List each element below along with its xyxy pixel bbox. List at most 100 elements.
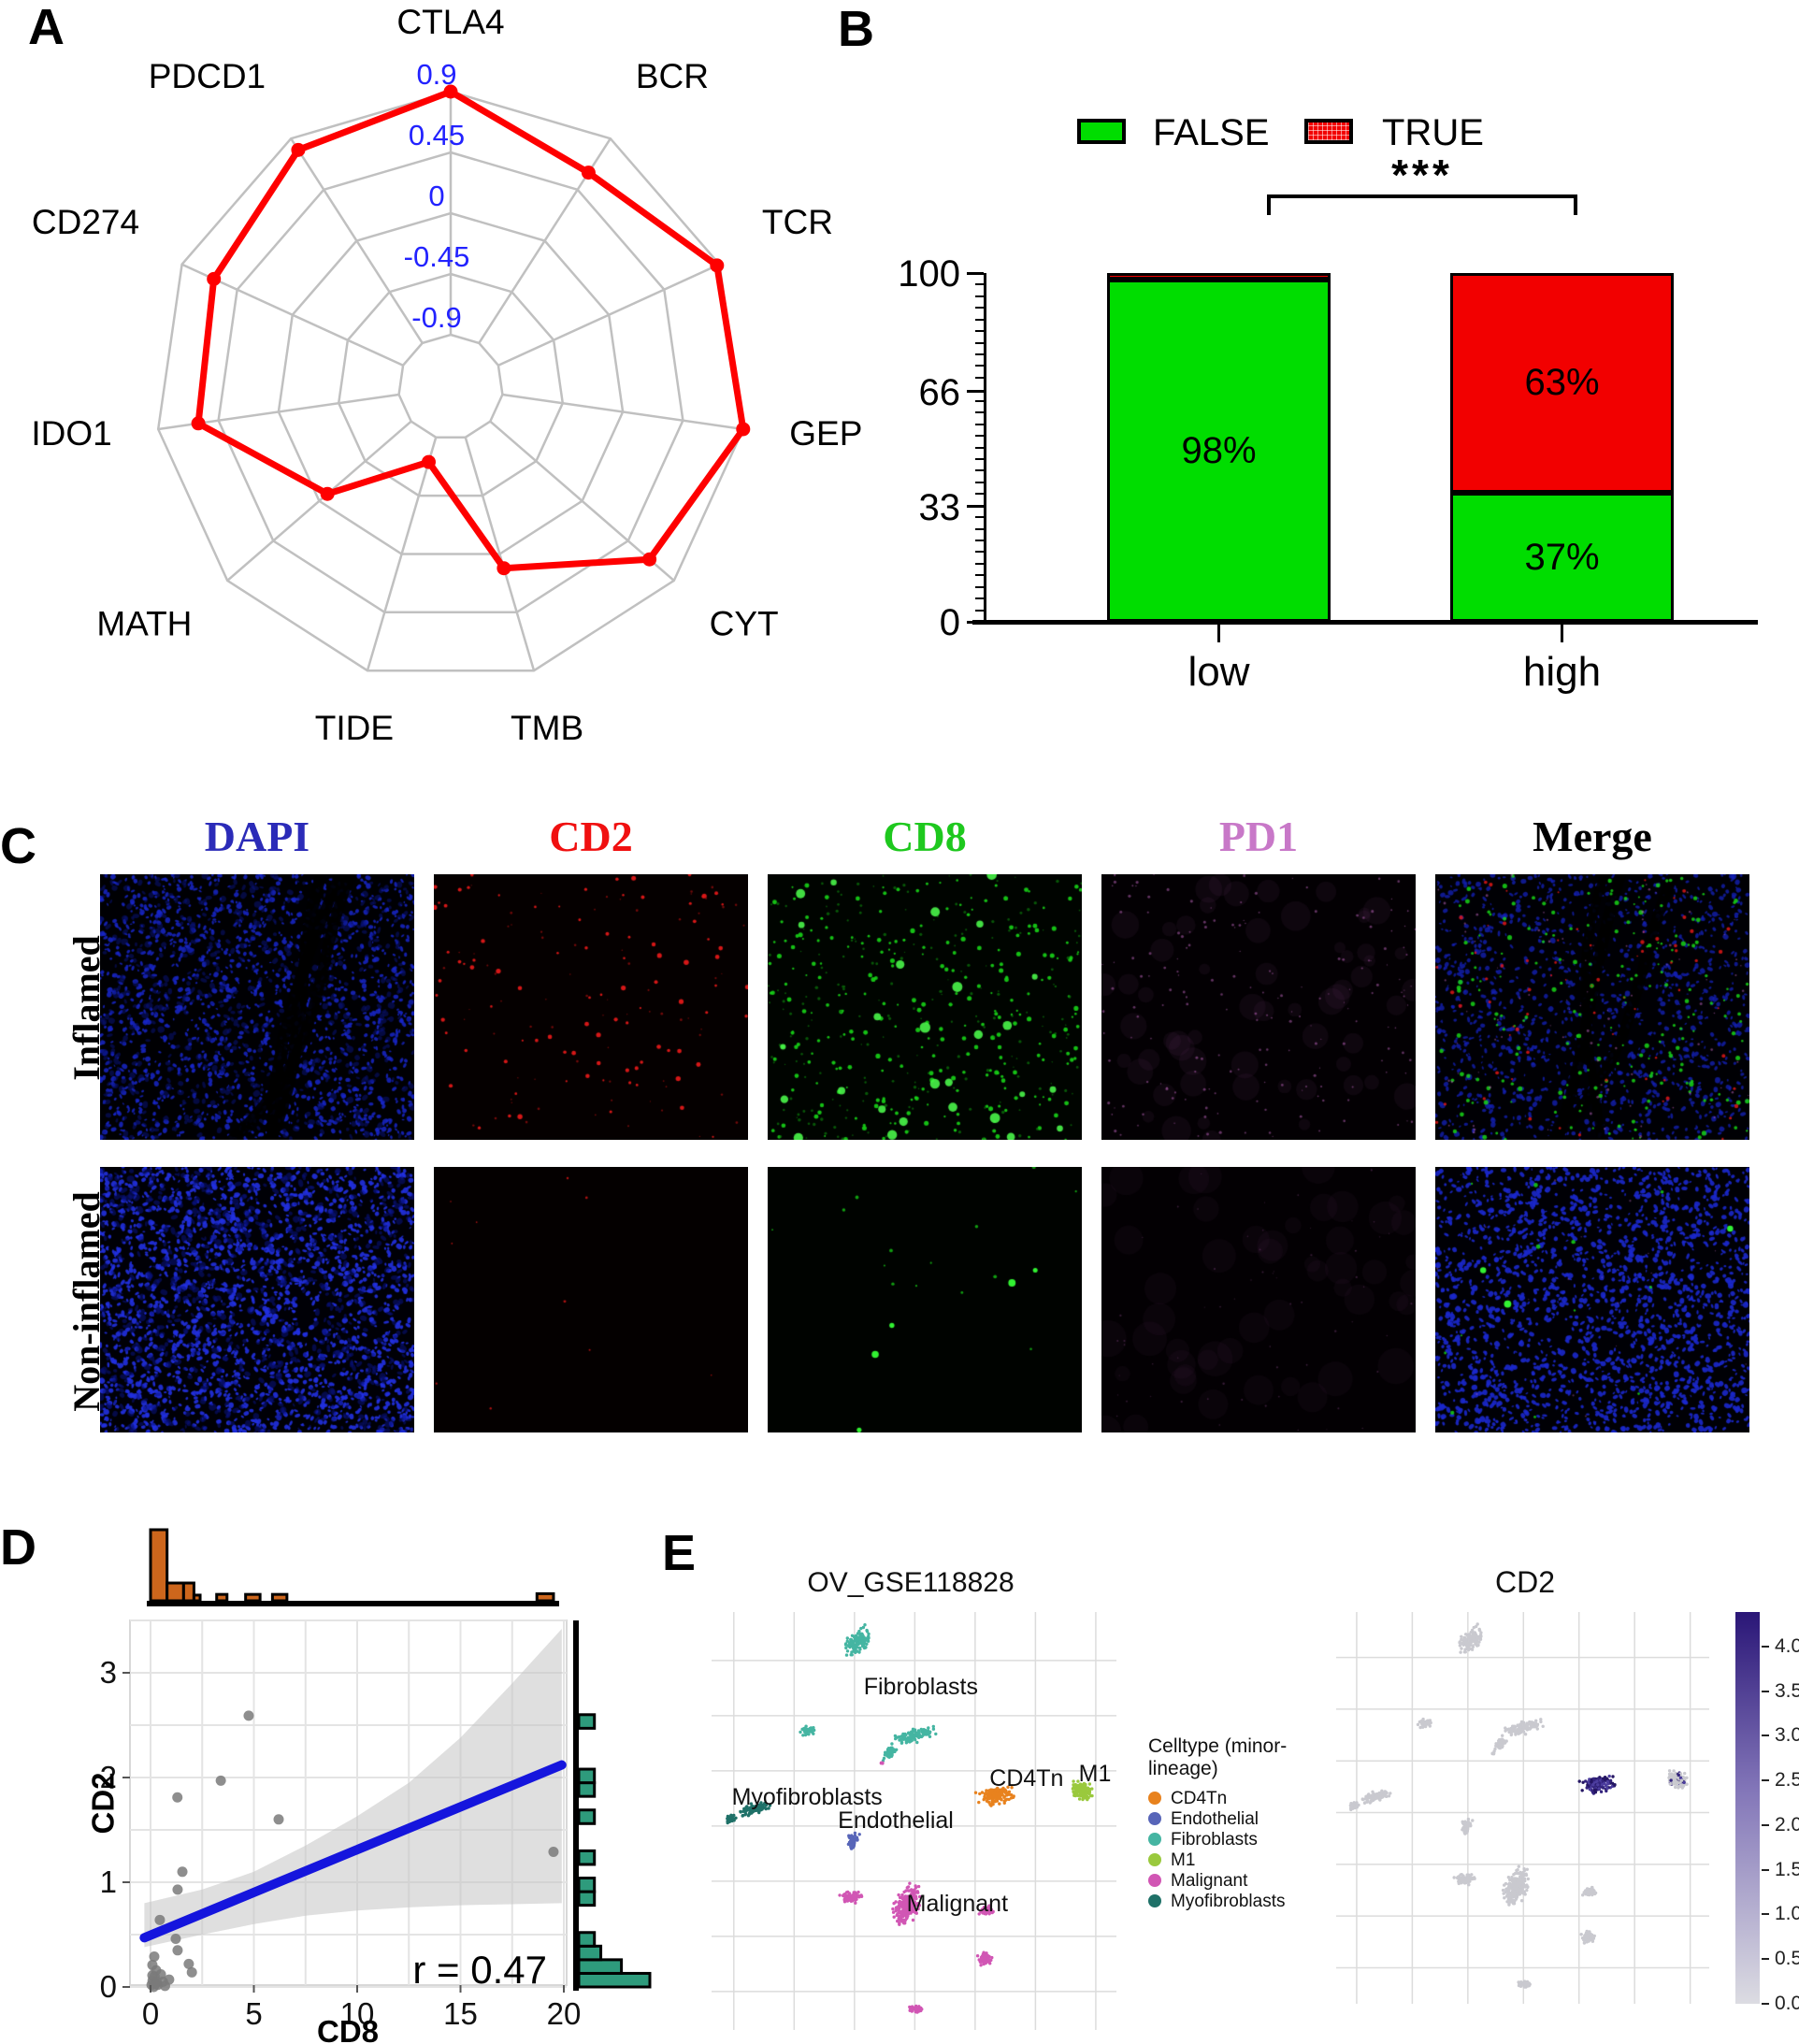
umap-point bbox=[1470, 1636, 1474, 1640]
cbar-tick-label: 3.5 bbox=[1775, 1679, 1799, 1702]
scatter-ytick-label: 0 bbox=[100, 1969, 117, 2004]
cbar-tick-label: 0.5 bbox=[1775, 1948, 1799, 1970]
umap-point bbox=[1366, 1799, 1370, 1803]
umap-point bbox=[853, 1649, 856, 1653]
b-category-label: low bbox=[1187, 649, 1250, 695]
cbar-tickmark bbox=[1762, 1913, 1769, 1916]
umap-point bbox=[916, 1891, 920, 1894]
umap-point bbox=[1478, 1633, 1483, 1637]
umap-point bbox=[927, 1726, 930, 1730]
radar-axis-label: BCR bbox=[636, 57, 709, 95]
umap-point bbox=[1477, 1628, 1482, 1633]
radar-series-point bbox=[207, 271, 222, 286]
b-percent-true: 63% bbox=[1524, 362, 1600, 404]
b-yminortick bbox=[975, 597, 984, 600]
umap-point bbox=[844, 1653, 849, 1657]
umap-point bbox=[1670, 1772, 1674, 1776]
umap-point bbox=[987, 1912, 991, 1916]
umap-point bbox=[894, 1736, 898, 1741]
umap-point bbox=[891, 1907, 895, 1911]
umap-point bbox=[1472, 1634, 1475, 1637]
umap-point bbox=[842, 1894, 846, 1898]
b-yminortick bbox=[975, 446, 984, 449]
umap-point bbox=[1596, 1783, 1600, 1787]
umap-point bbox=[858, 1648, 862, 1651]
umap-point bbox=[917, 2009, 921, 2013]
umap-point bbox=[909, 1895, 913, 1900]
micrograph-inflamed-merge bbox=[1435, 874, 1749, 1140]
b-yminortick bbox=[975, 307, 984, 309]
panel-d-letter: D bbox=[0, 1519, 36, 1576]
umap-point bbox=[1006, 1785, 1010, 1790]
radar-axis-label: CYT bbox=[710, 605, 779, 643]
umap-point bbox=[1541, 1724, 1545, 1729]
umap-point bbox=[1588, 1787, 1592, 1792]
b-yminortick bbox=[975, 435, 984, 438]
umap-point bbox=[1525, 1883, 1529, 1887]
umap-cluster-label: Myofibroblasts bbox=[732, 1784, 883, 1810]
scatter-ytick-label: 3 bbox=[100, 1655, 117, 1690]
umap-legend-label: Malignant bbox=[1171, 1870, 1248, 1891]
umap-point bbox=[1667, 1776, 1671, 1780]
umap-point bbox=[1497, 1739, 1501, 1743]
radar-axis-label: MATH bbox=[96, 605, 192, 643]
umap-point bbox=[849, 1641, 853, 1645]
cbar-tickmark bbox=[1762, 1735, 1769, 1737]
umap-point bbox=[1685, 1782, 1689, 1786]
umap-point bbox=[1522, 1868, 1527, 1873]
umap-point bbox=[897, 1910, 900, 1915]
umap-point bbox=[1421, 1722, 1425, 1727]
umap-point bbox=[913, 1888, 916, 1893]
umap-point bbox=[1512, 1893, 1517, 1897]
umap-legend-dot bbox=[1148, 1853, 1161, 1866]
umap-point bbox=[895, 1748, 899, 1752]
umap-point bbox=[1674, 1785, 1677, 1790]
umap-point bbox=[1525, 1722, 1529, 1727]
umap-point bbox=[1535, 1727, 1540, 1731]
umap-point bbox=[1466, 1817, 1471, 1821]
cbar-tick-label: 2.5 bbox=[1775, 1769, 1799, 1792]
umap-point bbox=[1587, 1892, 1590, 1896]
umap-legend-item-endothelial: Endothelial bbox=[1148, 1808, 1335, 1829]
umap-point bbox=[909, 1893, 914, 1896]
umap-point bbox=[1466, 1820, 1471, 1824]
umap-point bbox=[1607, 1774, 1611, 1778]
umap-point bbox=[977, 1912, 981, 1916]
umap-point bbox=[1518, 1727, 1521, 1732]
umap-point bbox=[764, 1806, 768, 1811]
umap-point bbox=[914, 1911, 918, 1915]
umap-point bbox=[1464, 1831, 1469, 1835]
b-category-label: high bbox=[1522, 649, 1602, 695]
radar-grid-spoke bbox=[497, 263, 720, 367]
cbar-tick-label: 3.0 bbox=[1775, 1724, 1799, 1747]
umap-point bbox=[899, 1914, 903, 1919]
radar-series-point bbox=[710, 258, 725, 273]
umap-point bbox=[1512, 1873, 1516, 1877]
radar-grid-spoke bbox=[226, 420, 412, 582]
umap-point bbox=[917, 1733, 921, 1737]
umap-point bbox=[1077, 1797, 1082, 1801]
umap-point bbox=[843, 1898, 847, 1903]
scatter-point bbox=[183, 1958, 194, 1969]
umap-cd2-plot bbox=[1336, 1612, 1709, 2004]
radar-axis-label: TCR bbox=[762, 203, 833, 241]
radar-axis-label: PDCD1 bbox=[149, 57, 266, 95]
right-hist-bar bbox=[577, 1849, 597, 1866]
panel-a-letter: A bbox=[28, 0, 65, 55]
umap-point bbox=[750, 1806, 754, 1809]
umap-point bbox=[916, 1884, 921, 1889]
scatter-point bbox=[172, 1945, 183, 1956]
b-yminortick bbox=[975, 411, 984, 414]
umap-point bbox=[1371, 1790, 1374, 1794]
umap-point bbox=[1585, 1786, 1589, 1790]
umap-point bbox=[1515, 1887, 1518, 1891]
umap-point bbox=[1468, 1647, 1473, 1651]
umap-point bbox=[1523, 1893, 1527, 1896]
umap-point bbox=[852, 1894, 856, 1899]
c-header-cd8: CD8 bbox=[883, 813, 967, 860]
umap-point bbox=[853, 1635, 856, 1640]
umap-point bbox=[848, 1893, 852, 1897]
umap-point bbox=[1000, 1793, 1004, 1797]
umap-point bbox=[849, 1653, 853, 1657]
